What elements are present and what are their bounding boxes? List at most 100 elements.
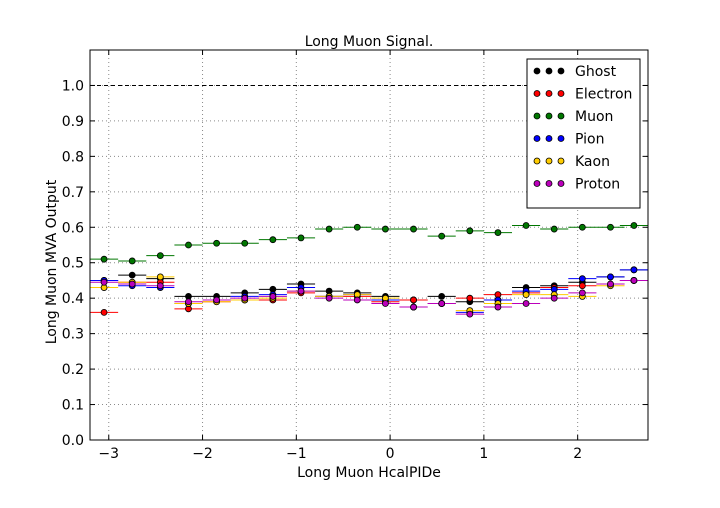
y-tick-label: 0.3 — [62, 327, 84, 343]
series-pion — [90, 266, 648, 316]
data-point — [494, 303, 502, 311]
y-tick-label: 1.0 — [62, 78, 84, 94]
legend-label: Muon — [575, 109, 613, 125]
y-tick-label: 0.1 — [62, 398, 84, 414]
data-point — [607, 273, 614, 281]
data-point — [100, 308, 108, 316]
x-tick-label: 1 — [479, 446, 488, 462]
data-point — [578, 223, 586, 231]
data-point — [185, 298, 192, 306]
legend-marker — [533, 180, 541, 187]
chart-title: Long Muon Signal. — [305, 34, 434, 50]
series-electron — [90, 277, 648, 316]
data-point — [550, 294, 558, 302]
legend-marker — [545, 67, 553, 75]
x-tick-label: 0 — [386, 446, 395, 462]
data-point — [297, 234, 305, 242]
legend-marker — [557, 157, 565, 165]
y-tick-label: 0.9 — [62, 114, 84, 130]
legend-marker — [545, 90, 553, 97]
data-point — [578, 275, 586, 283]
legend-label: Electron — [575, 87, 632, 103]
legend-marker — [533, 112, 541, 120]
data-point — [410, 303, 417, 311]
x-tick-label: −3 — [98, 446, 119, 462]
x-tick-label: −2 — [192, 446, 213, 462]
data-point — [128, 271, 136, 279]
legend-marker — [557, 135, 565, 142]
y-tick-label: 0.7 — [62, 185, 84, 201]
data-point — [269, 293, 277, 300]
legend-label: Ghost — [575, 64, 617, 80]
y-tick-label: 0.5 — [62, 256, 84, 272]
data-point — [410, 225, 417, 233]
legend-marker — [557, 112, 565, 120]
legend-label: Proton — [575, 177, 620, 193]
data-point — [630, 266, 638, 274]
data-point — [607, 280, 614, 288]
data-point — [241, 239, 249, 247]
data-point — [466, 227, 474, 235]
data-point — [382, 300, 389, 307]
data-point — [128, 280, 136, 288]
y-tick-label: 0.4 — [62, 291, 84, 307]
data-point — [100, 278, 108, 286]
legend-marker — [533, 157, 541, 165]
y-tick-label: 0.2 — [62, 362, 84, 378]
data-point — [382, 225, 389, 233]
data-point — [607, 223, 614, 231]
data-point — [297, 287, 305, 295]
data-point — [522, 291, 530, 299]
data-point — [522, 222, 530, 229]
data-point — [438, 293, 446, 300]
x-tick-label: −1 — [286, 446, 307, 462]
x-tick-label: 2 — [573, 446, 582, 462]
data-point — [438, 232, 446, 240]
data-point — [213, 296, 221, 304]
data-point — [353, 223, 361, 231]
y-tick-label: 0.6 — [62, 220, 84, 236]
data-point — [410, 296, 417, 304]
data-point — [466, 294, 474, 302]
data-point — [185, 241, 192, 249]
data-point — [269, 236, 277, 244]
legend-marker — [557, 90, 565, 97]
data-point — [630, 222, 638, 229]
series-proton — [90, 277, 648, 318]
data-point — [630, 277, 638, 284]
legend-marker — [533, 90, 541, 97]
data-point — [100, 255, 108, 263]
legend-label: Pion — [575, 132, 604, 148]
data-point — [128, 257, 136, 265]
data-point — [325, 225, 333, 233]
y-axis-label: Long Muon MVA Output — [44, 179, 60, 344]
legend-marker — [533, 135, 541, 142]
legend-marker — [533, 67, 541, 75]
data-point — [578, 282, 586, 290]
data-point — [156, 273, 164, 281]
axis-ticks: −3 −2 −1 0 1 2 0.0 0.1 0.2 0.3 0.4 0.5 0.6 0.7 0.8 0.9 1… — [62, 50, 648, 462]
legend-label: Kaon — [575, 154, 610, 170]
data-point — [494, 229, 502, 236]
plot-frame — [89, 49, 649, 441]
data-point — [213, 239, 221, 247]
x-axis-label: Long Muon HcalPIDe — [297, 465, 441, 481]
series-muon — [90, 222, 648, 265]
data-point — [466, 310, 474, 318]
legend-marker — [545, 112, 553, 120]
legend-marker — [545, 180, 553, 187]
data-point — [353, 296, 361, 304]
data-point — [325, 294, 333, 302]
data-point — [522, 300, 530, 307]
data-point — [156, 282, 164, 290]
data-point — [578, 289, 586, 297]
series-kaon — [90, 273, 648, 314]
legend-marker — [545, 157, 553, 165]
y-tick-label: 0.8 — [62, 149, 84, 165]
legend: Ghost Electron Muon Pion Kaon Proton — [526, 58, 641, 209]
legend-marker — [545, 135, 553, 142]
legend-marker — [557, 67, 565, 75]
data-point — [438, 300, 446, 307]
